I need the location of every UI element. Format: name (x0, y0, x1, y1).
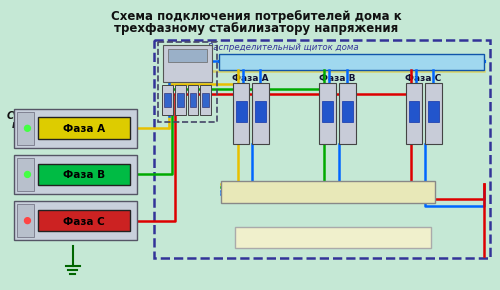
Bar (235, 226, 431, 248)
Bar (428, 101, 439, 122)
Bar (190, 93, 196, 107)
Bar (426, 83, 442, 144)
Circle shape (24, 125, 30, 131)
Bar (256, 101, 266, 122)
Bar (168, 49, 207, 62)
Bar (233, 83, 250, 144)
Bar (14, 109, 136, 148)
Bar (164, 93, 171, 107)
Bar (406, 83, 422, 144)
Bar (200, 85, 211, 115)
Bar (252, 83, 269, 144)
Bar (162, 85, 173, 115)
Bar (38, 210, 130, 231)
Bar (202, 93, 209, 107)
Text: Фаза В: Фаза В (63, 171, 105, 180)
Bar (38, 117, 130, 139)
Text: трехфазному стабилизатору напряжения: трехфазному стабилизатору напряжения (114, 22, 399, 35)
Bar (14, 155, 136, 194)
Bar (154, 40, 490, 258)
Bar (175, 85, 186, 115)
Bar (408, 101, 420, 122)
Bar (322, 101, 333, 122)
Bar (14, 201, 136, 240)
Text: Схема подключения потребителей дома к: Схема подключения потребителей дома к (111, 10, 402, 23)
Bar (319, 83, 336, 144)
Bar (177, 93, 184, 107)
Bar (163, 45, 212, 82)
Bar (16, 204, 34, 237)
Text: Фаза А: Фаза А (63, 124, 105, 134)
Text: Стабилизатор: Стабилизатор (7, 110, 86, 121)
Text: Шина рабочего нуля: Шина рабочего нуля (294, 59, 409, 68)
Text: напряжения: напряжения (12, 120, 81, 130)
Text: Фаза А: Фаза А (232, 74, 269, 83)
Text: Фаза С: Фаза С (63, 217, 105, 226)
Circle shape (24, 171, 30, 177)
Bar (16, 158, 34, 191)
Text: Распределительный щиток дома: Распределительный щиток дома (208, 43, 359, 52)
Bar (342, 101, 352, 122)
Bar (339, 83, 355, 144)
Bar (221, 181, 435, 203)
Bar (236, 101, 246, 122)
Bar (16, 112, 34, 145)
Text: Фаза В: Фаза В (318, 74, 355, 83)
Bar (188, 85, 198, 115)
Bar (158, 42, 217, 122)
Bar (219, 54, 484, 70)
Circle shape (24, 218, 30, 224)
Text: Фаза С: Фаза С (405, 74, 442, 83)
Bar (38, 164, 130, 185)
Text: http://electrik.info/: http://electrik.info/ (284, 233, 382, 243)
Text: Нагрузка на потребителей: Нагрузка на потребителей (260, 188, 396, 198)
